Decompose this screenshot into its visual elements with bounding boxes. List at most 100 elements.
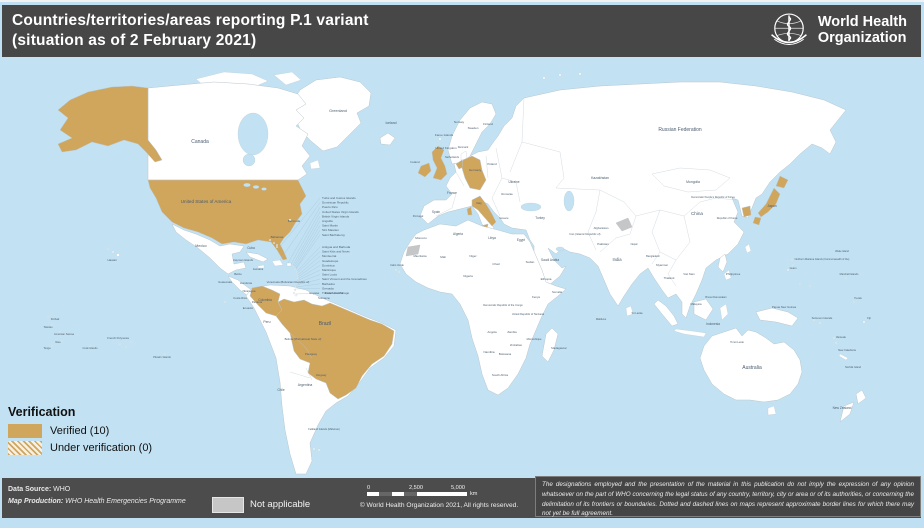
scale-tick-1: 2,500 <box>409 485 423 491</box>
svg-text:United Republic of Tanzania: United Republic of Tanzania <box>512 312 545 316</box>
svg-text:Ethiopia: Ethiopia <box>541 277 552 281</box>
area-western-sahara <box>405 244 421 257</box>
svg-text:Maldives: Maldives <box>596 317 607 321</box>
map-labels: Canada United States of America Mexico Gree… <box>43 109 871 431</box>
svg-text:Kiribati: Kiribati <box>51 317 60 321</box>
svg-text:Papua New Guinea: Papua New Guinea <box>772 305 797 309</box>
svg-text:Iceland: Iceland <box>386 121 397 125</box>
svg-text:Sweden: Sweden <box>468 126 479 130</box>
country-italy <box>471 195 497 227</box>
svg-text:Bermuda: Bermuda <box>288 219 301 223</box>
svg-text:China: China <box>691 211 703 216</box>
svg-text:South Africa: South Africa <box>492 373 509 377</box>
legend-panel: Verification Verified (10) Under verific… <box>8 405 152 458</box>
who-logo-line-2: Organization <box>817 30 907 46</box>
svg-text:Colombia: Colombia <box>258 298 272 302</box>
continent-africa <box>399 219 567 396</box>
svg-text:Canada: Canada <box>191 139 209 145</box>
svg-text:Saint Vincent and the Grenadin: Saint Vincent and the Grenadines <box>322 277 367 281</box>
country-brazil <box>275 298 395 400</box>
svg-text:Saint Martin: Saint Martin <box>322 224 338 228</box>
world-map: Canada United States of America Mexico Gree… <box>0 57 924 478</box>
scale-bar: 0 2,500 5,000 km <box>365 485 483 501</box>
country-japan-honshu <box>757 187 781 218</box>
svg-text:Norway: Norway <box>454 120 465 124</box>
svg-text:Solomon Islands: Solomon Islands <box>812 316 833 320</box>
svg-text:Saint Lucia: Saint Lucia <box>322 273 337 277</box>
svg-text:Cabo Verde: Cabo Verde <box>390 263 404 267</box>
disclaimer-text: The designations employed and the presen… <box>535 476 921 517</box>
svg-text:Belize: Belize <box>234 272 242 276</box>
svg-text:Ecuador: Ecuador <box>243 306 253 310</box>
country-japan-kyushu <box>752 216 762 226</box>
svg-text:Anguilla: Anguilla <box>322 219 333 223</box>
svg-text:Uruguay: Uruguay <box>316 373 327 377</box>
country-italy-sardinia <box>466 206 473 216</box>
svg-text:Namibia: Namibia <box>483 350 494 354</box>
footer-bar: Data Source: WHO Map Production: WHO Hea… <box>2 476 921 518</box>
svg-text:Cook Islands: Cook Islands <box>83 346 99 350</box>
svg-text:Wake Island: Wake Island <box>835 250 849 253</box>
svg-text:Pakistan: Pakistan <box>597 242 609 246</box>
svg-text:British Virgin Islands: British Virgin Islands <box>322 214 350 218</box>
svg-text:Romania: Romania <box>501 192 513 196</box>
country-ireland <box>417 162 432 178</box>
svg-text:Guyana: Guyana <box>309 291 319 295</box>
svg-text:New Caledonia: New Caledonia <box>838 348 856 352</box>
title-line-2: (situation as of 2 February 2021) <box>12 32 257 49</box>
svg-text:Niue: Niue <box>55 340 61 344</box>
svg-text:Cayman Islands: Cayman Islands <box>233 258 254 262</box>
svg-text:Niger: Niger <box>469 254 476 258</box>
svg-text:Bangladesh: Bangladesh <box>646 254 660 258</box>
svg-text:Antigua and Barbuda: Antigua and Barbuda <box>322 245 351 249</box>
svg-text:Philippines: Philippines <box>726 272 741 276</box>
svg-text:Panama: Panama <box>252 300 263 304</box>
country-new-zealand-north <box>855 389 867 405</box>
svg-text:Iran (Islamic Republic of): Iran (Islamic Republic of) <box>570 232 601 236</box>
svg-text:Mongolia: Mongolia <box>686 180 700 184</box>
svg-text:Costa Rica: Costa Rica <box>233 296 247 300</box>
svg-text:Portugal: Portugal <box>413 214 424 218</box>
svg-text:Saint Barthélemy: Saint Barthélemy <box>322 233 345 237</box>
svg-text:Saudi Arabia: Saudi Arabia <box>541 258 559 262</box>
svg-text:Ukraine: Ukraine <box>509 180 520 184</box>
header-bar: Countries/territories/areas reporting P.… <box>2 5 921 57</box>
svg-text:Chad: Chad <box>492 262 500 266</box>
svg-text:Kenya: Kenya <box>532 295 540 299</box>
svg-text:Vanuatu: Vanuatu <box>836 335 847 339</box>
data-source-value: WHO <box>53 486 71 493</box>
svg-text:Greece: Greece <box>499 216 509 220</box>
region-scandinavia <box>447 101 497 165</box>
svg-text:Japan: Japan <box>767 204 776 208</box>
svg-text:Australia: Australia <box>742 365 762 371</box>
country-canada <box>147 81 311 181</box>
country-japan-hokkaido <box>775 175 789 189</box>
svg-text:Falkland Islands (Malvinas): Falkland Islands (Malvinas) <box>308 427 340 431</box>
svg-text:Mexico: Mexico <box>195 244 206 248</box>
country-germany <box>461 155 487 191</box>
map-production-label: Map Production: <box>8 497 64 505</box>
svg-text:Bolivia (Plurinational State o: Bolivia (Plurinational State of) <box>285 337 322 341</box>
copyright-text: © World Health Organization 2021, All ri… <box>359 502 519 509</box>
who-logo-text: World Health Organization <box>818 15 907 46</box>
svg-text:Peru: Peru <box>263 320 270 324</box>
svg-text:Turkey: Turkey <box>535 216 545 220</box>
svg-text:Dominican Republic: Dominican Republic <box>322 201 349 205</box>
svg-text:Jamaica: Jamaica <box>253 267 264 271</box>
svg-text:Thailand: Thailand <box>664 276 675 280</box>
svg-text:Finland: Finland <box>483 122 493 126</box>
svg-text:Honduras: Honduras <box>240 281 253 285</box>
svg-text:Guam: Guam <box>790 267 797 270</box>
country-cuba <box>245 251 269 263</box>
svg-text:United States Virgin Islands: United States Virgin Islands <box>322 210 359 214</box>
svg-text:Afghanistan: Afghanistan <box>594 226 609 230</box>
svg-text:Saint Kitts and Nevis: Saint Kitts and Nevis <box>322 250 350 254</box>
svg-text:Martinique: Martinique <box>322 268 336 272</box>
continent-eurasia <box>419 81 847 319</box>
legend-swatch-under-verification <box>8 441 42 455</box>
svg-text:Greenland: Greenland <box>329 109 347 113</box>
svg-text:Italy: Italy <box>476 201 482 205</box>
svg-text:Kazakhstan: Kazakhstan <box>591 176 609 180</box>
svg-text:Barbados: Barbados <box>322 282 335 286</box>
legend-swatch-verified <box>8 424 42 438</box>
